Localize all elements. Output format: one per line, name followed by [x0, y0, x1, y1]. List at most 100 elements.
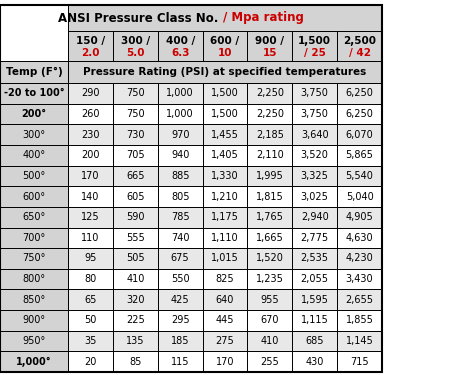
Text: 185: 185	[171, 336, 189, 346]
Bar	[202, 228, 247, 248]
Text: 2,250: 2,250	[256, 109, 284, 119]
Bar	[247, 104, 292, 124]
Text: 6,250: 6,250	[345, 88, 374, 98]
Text: 445: 445	[216, 315, 234, 326]
Text: 785: 785	[171, 212, 189, 222]
Text: 230: 230	[81, 130, 100, 140]
Text: 715: 715	[350, 357, 369, 367]
Text: 600 /: 600 /	[211, 36, 240, 46]
Bar	[158, 310, 202, 331]
Bar	[202, 248, 247, 269]
Bar	[337, 104, 382, 124]
Bar	[68, 351, 113, 372]
Bar	[68, 83, 113, 104]
Text: 685: 685	[306, 336, 324, 346]
Text: 20: 20	[84, 357, 97, 367]
Text: 1,815: 1,815	[256, 192, 284, 201]
Text: 700°: 700°	[22, 233, 45, 243]
Bar	[337, 207, 382, 228]
Text: 640: 640	[216, 295, 234, 305]
Bar	[0, 248, 68, 269]
Text: 2,535: 2,535	[301, 254, 329, 264]
Text: 5,040: 5,040	[345, 192, 374, 201]
Text: 970: 970	[171, 130, 189, 140]
Bar	[247, 228, 292, 248]
Text: 600°: 600°	[22, 192, 45, 201]
Bar	[0, 5, 382, 372]
Bar	[202, 310, 247, 331]
Bar	[337, 124, 382, 145]
Text: 3,025: 3,025	[301, 192, 329, 201]
Bar	[158, 290, 202, 310]
Text: Temp (F°): Temp (F°)	[5, 67, 62, 77]
Text: ANSI Pressure Class No.: ANSI Pressure Class No.	[59, 12, 223, 24]
Bar	[68, 290, 113, 310]
Text: 295: 295	[171, 315, 189, 326]
Bar	[202, 31, 247, 61]
Bar	[113, 228, 158, 248]
Text: 2.0: 2.0	[81, 48, 100, 58]
Text: 900°: 900°	[22, 315, 45, 326]
Bar	[158, 248, 202, 269]
Text: 275: 275	[216, 336, 234, 346]
Text: 320: 320	[126, 295, 144, 305]
Bar	[202, 166, 247, 186]
Text: / 42: / 42	[349, 48, 370, 58]
Text: 170: 170	[81, 171, 100, 181]
Bar	[0, 269, 68, 290]
Bar	[0, 207, 68, 228]
Text: 705: 705	[126, 150, 144, 160]
Text: 430: 430	[306, 357, 324, 367]
Text: 400 /: 400 /	[166, 36, 195, 46]
Text: 6.3: 6.3	[171, 48, 189, 58]
Text: 900 /: 900 /	[255, 36, 284, 46]
Text: 750: 750	[126, 88, 144, 98]
Bar	[113, 269, 158, 290]
Text: 885: 885	[171, 171, 189, 181]
Text: 955: 955	[261, 295, 279, 305]
Bar	[0, 186, 68, 207]
Bar	[68, 269, 113, 290]
Text: 1,500: 1,500	[211, 109, 239, 119]
Bar	[0, 61, 68, 83]
Text: 605: 605	[126, 192, 144, 201]
Bar	[68, 104, 113, 124]
Bar	[337, 269, 382, 290]
Bar	[158, 207, 202, 228]
Bar	[158, 331, 202, 351]
Bar	[68, 207, 113, 228]
Bar	[247, 290, 292, 310]
Bar	[113, 331, 158, 351]
Text: 2,775: 2,775	[301, 233, 329, 243]
Bar	[247, 310, 292, 331]
Text: 10: 10	[218, 48, 232, 58]
Bar	[68, 228, 113, 248]
Bar	[113, 124, 158, 145]
Bar	[113, 207, 158, 228]
Text: 1,665: 1,665	[256, 233, 284, 243]
Text: 2,940: 2,940	[301, 212, 329, 222]
Bar	[113, 310, 158, 331]
Bar	[158, 228, 202, 248]
Text: 35: 35	[84, 336, 97, 346]
Text: 5.0: 5.0	[126, 48, 144, 58]
Bar	[68, 331, 113, 351]
Bar	[247, 248, 292, 269]
Bar	[158, 269, 202, 290]
Text: 170: 170	[216, 357, 234, 367]
Text: 1,175: 1,175	[211, 212, 239, 222]
Text: 200: 200	[81, 150, 100, 160]
Text: 115: 115	[171, 357, 189, 367]
Text: 150 /: 150 /	[76, 36, 105, 46]
Bar	[247, 31, 292, 61]
Bar	[68, 5, 382, 31]
Text: 1,330: 1,330	[211, 171, 239, 181]
Text: 135: 135	[126, 336, 144, 346]
Bar	[247, 269, 292, 290]
Text: 3,750: 3,750	[301, 88, 329, 98]
Bar	[158, 31, 202, 61]
Text: 2,055: 2,055	[301, 274, 329, 284]
Text: 425: 425	[171, 295, 189, 305]
Bar	[337, 186, 382, 207]
Bar	[247, 207, 292, 228]
